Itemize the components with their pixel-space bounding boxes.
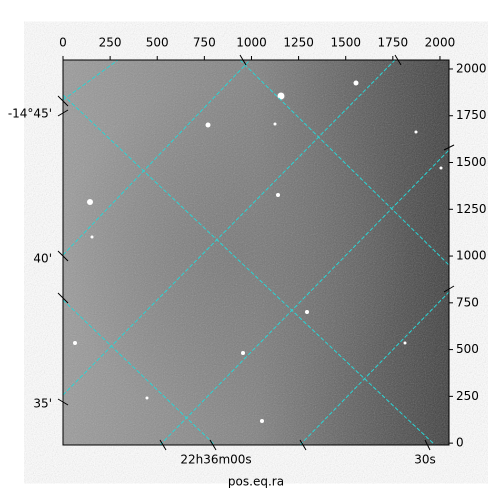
y-tick-label: 2000	[456, 61, 487, 75]
sky-image	[63, 60, 449, 445]
dec-label: -14°45'	[8, 107, 52, 121]
dec-label: 35'	[33, 397, 52, 411]
y-tick-label: 250	[456, 389, 479, 403]
y-tick-label: 1000	[456, 249, 487, 263]
x-tick-label: 250	[99, 36, 122, 50]
y-tick-label: 0	[456, 436, 464, 450]
x-tick-label: 1750	[378, 36, 409, 50]
plot-frame	[62, 59, 450, 446]
x-tick-label: 1250	[283, 36, 314, 50]
y-tick-label: 1750	[456, 108, 487, 122]
y-tick-label: 750	[456, 295, 479, 309]
dec-label: 40'	[33, 252, 52, 266]
x-tick-label: 750	[193, 36, 216, 50]
ra-label: 22h36m00s	[180, 453, 251, 467]
x-tick-label: 1500	[330, 36, 361, 50]
ra-label: 30s	[414, 453, 436, 467]
coordinate-grid	[62, 59, 450, 446]
x-axis-label: pos.eq.ra	[228, 475, 284, 489]
y-tick-label: 1500	[456, 155, 487, 169]
x-tick-label: 1000	[236, 36, 267, 50]
wcs-ticks	[57, 54, 455, 451]
y-tick-label: 1250	[456, 202, 487, 216]
x-tick-label: 2000	[425, 36, 456, 50]
y-tick-label: 500	[456, 342, 479, 356]
x-tick-label: 500	[146, 36, 169, 50]
x-tick-label: 0	[59, 36, 67, 50]
